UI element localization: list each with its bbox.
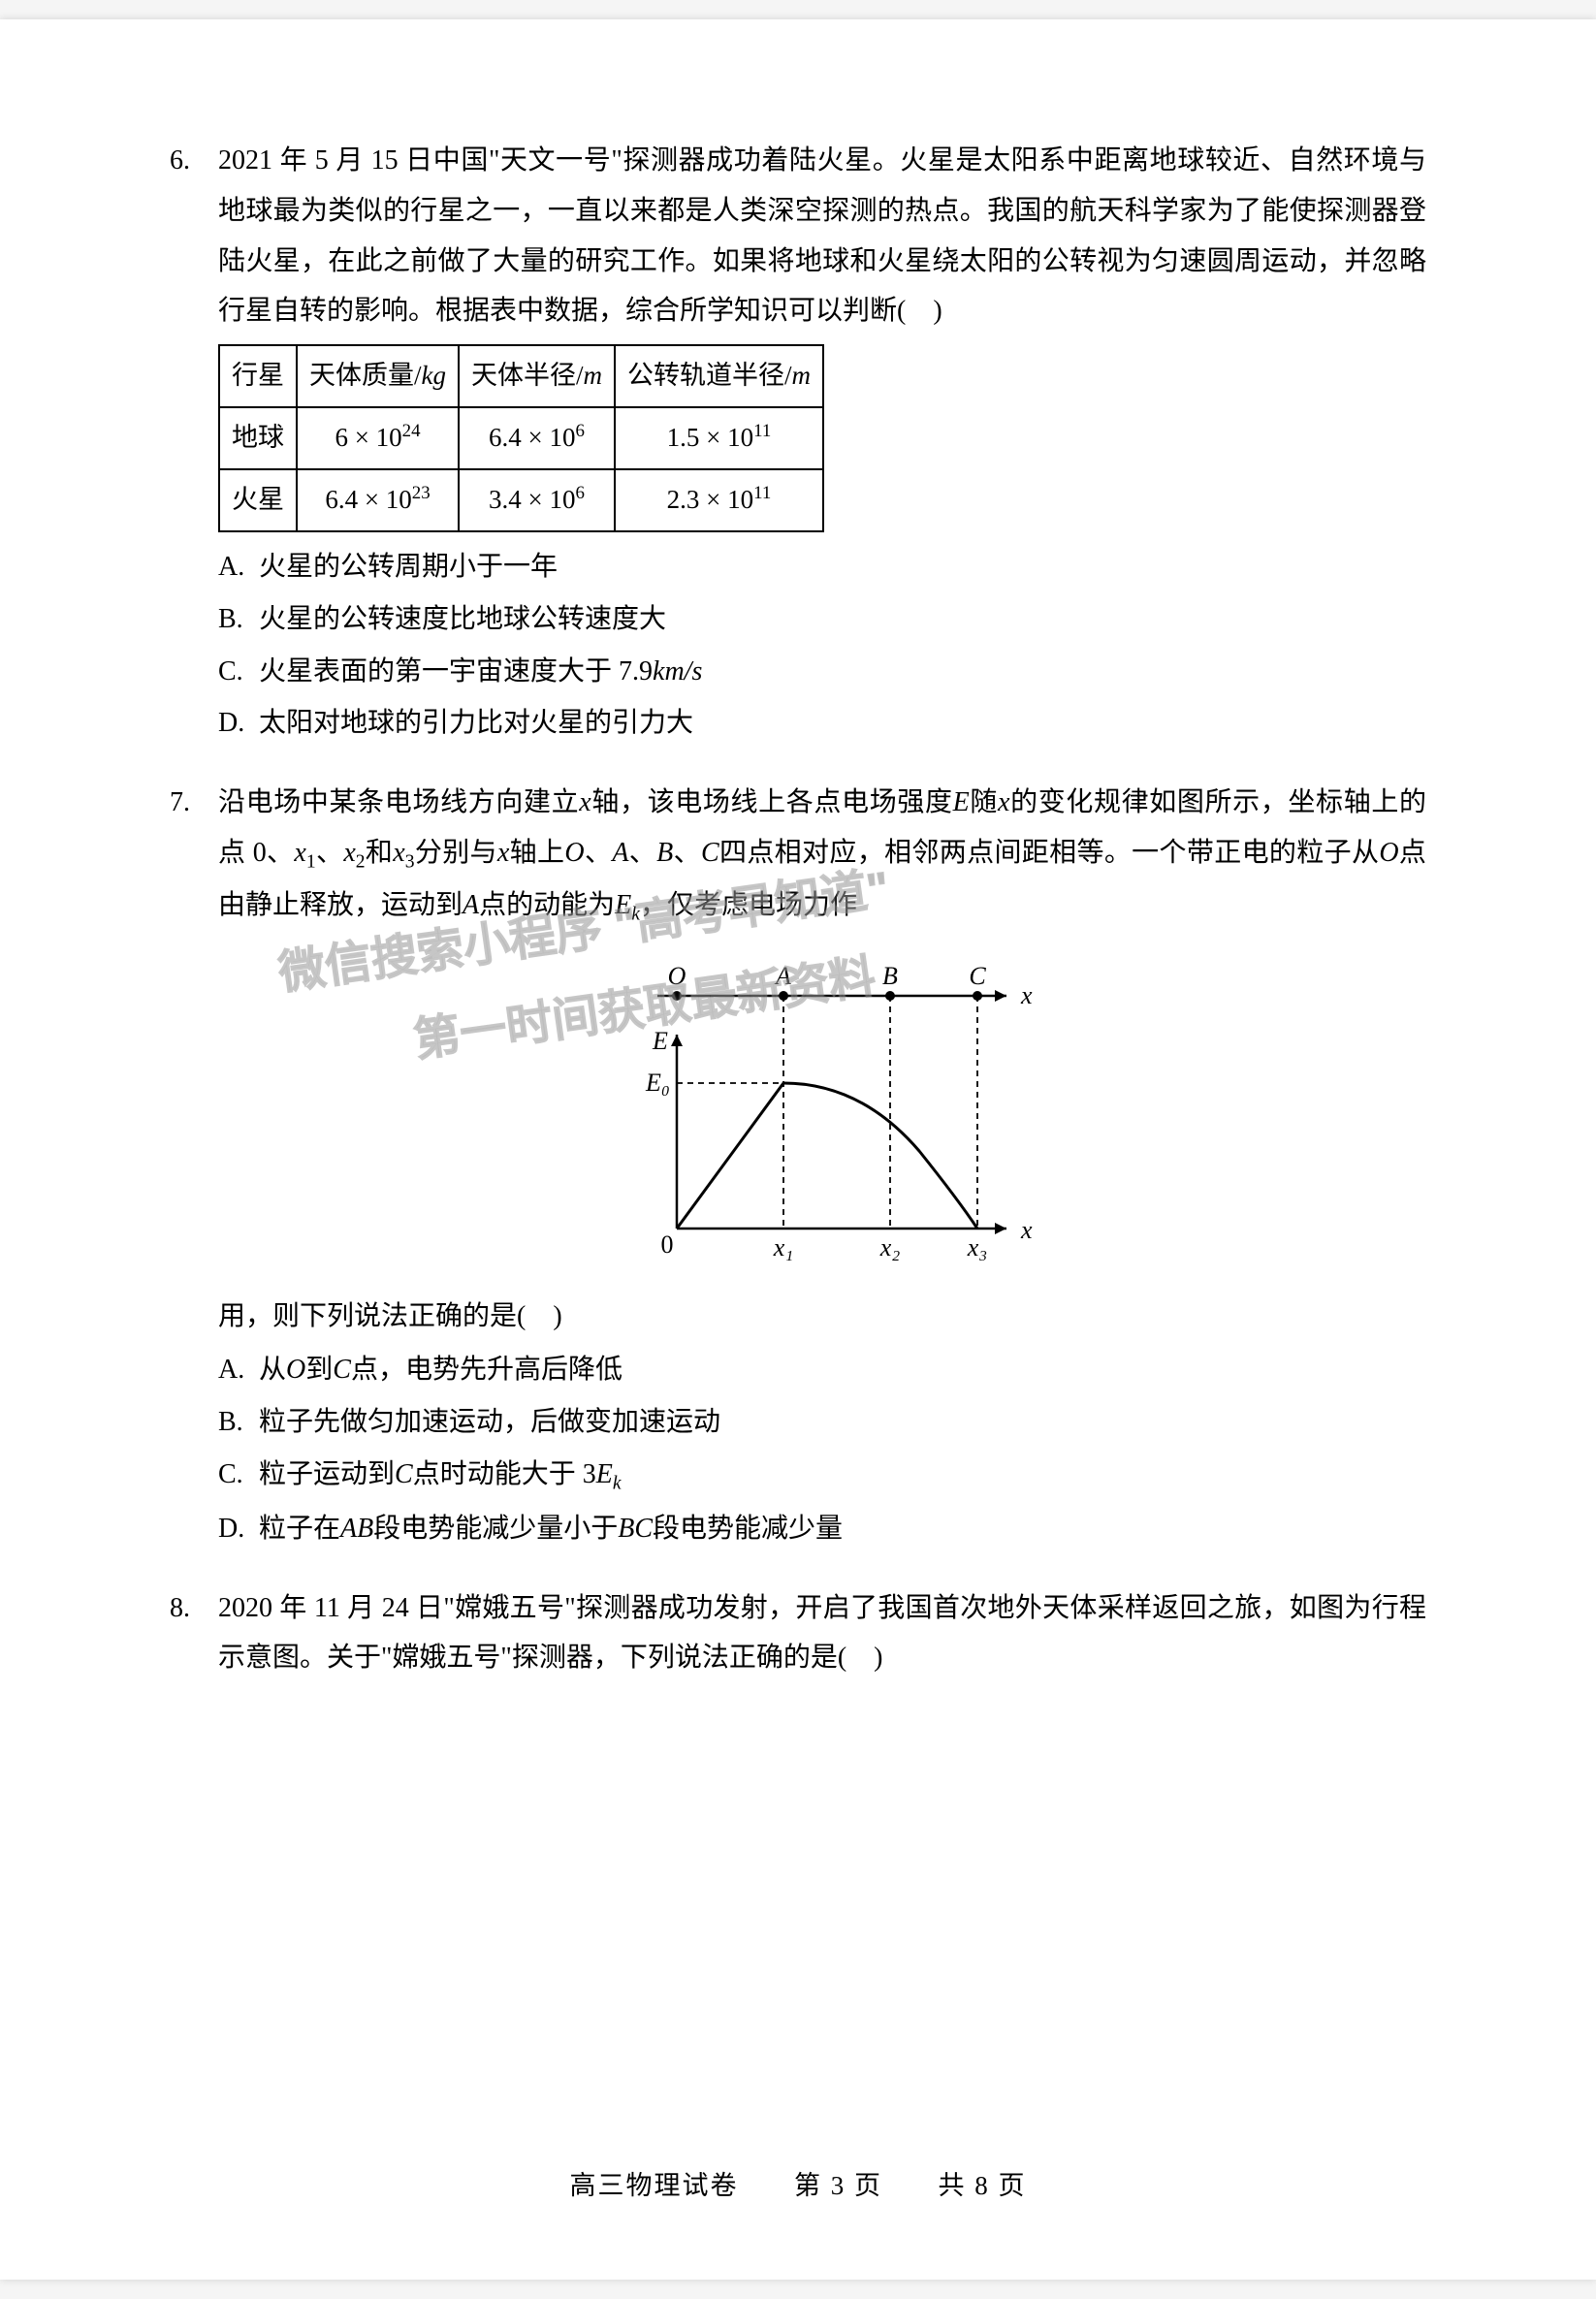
q6-option-c: C. 火星表面的第一宇宙速度大于 7.9km/s — [218, 647, 1426, 697]
svg-text:0: 0 — [661, 1230, 674, 1259]
question-8: 8. 2020 年 11 月 24 日"嫦娥五号"探测器成功发射，开启了我国首次… — [170, 1583, 1426, 1684]
page-footer: 高三物理试卷 第 3 页 共 8 页 — [0, 2164, 1596, 2202]
cell-earth-mass: 6 × 1024 — [297, 407, 459, 469]
q7-number: 7. — [170, 778, 218, 1555]
svg-text:C: C — [969, 962, 986, 990]
option-text: 粒子在AB段电势能减少量小于BC段电势能减少量 — [259, 1504, 843, 1554]
svg-text:x: x — [1020, 981, 1033, 1009]
cell-mars-radius: 3.4 × 106 — [459, 469, 615, 531]
cell-mars: 火星 — [219, 469, 297, 531]
option-text: 火星表面的第一宇宙速度大于 7.9km/s — [259, 647, 702, 697]
option-letter: D. — [218, 698, 259, 749]
q7-text-after: 用，则下列说法正确的是( ) — [218, 1292, 1426, 1342]
option-text: 粒子运动到C点时动能大于 3Ek — [259, 1450, 622, 1502]
cell-earth-radius: 6.4 × 106 — [459, 407, 615, 469]
physics-graph-svg: O A B C x E 0 x E₀ — [570, 957, 1074, 1277]
option-letter: B. — [218, 1397, 259, 1448]
q7-option-a: A. 从O到C点，电势先升高后降低 — [218, 1345, 1426, 1395]
svg-text:E₀: E₀ — [645, 1069, 670, 1097]
svg-text:x₂: x₂ — [879, 1233, 901, 1261]
cell-earth: 地球 — [219, 407, 297, 469]
th-mass: 天体质量/kg — [297, 345, 459, 407]
option-letter: B. — [218, 594, 259, 645]
q7-options: A. 从O到C点，电势先升高后降低 B. 粒子先做匀加速运动，后做变加速运动 C… — [218, 1345, 1426, 1553]
svg-text:x: x — [1020, 1216, 1033, 1244]
footer-title: 高三物理试卷 — [570, 2171, 739, 2200]
option-text: 火星的公转速度比地球公转速度大 — [259, 594, 666, 645]
footer-total: 共 8 页 — [939, 2171, 1027, 2200]
q6-option-d: D. 太阳对地球的引力比对火星的引力大 — [218, 698, 1426, 749]
table-row: 地球 6 × 1024 6.4 × 106 1.5 × 1011 — [219, 407, 823, 469]
exam-page: 6. 2021 年 5 月 15 日中国"天文一号"探测器成功着陆火星。火星是太… — [0, 19, 1596, 2280]
q7-diagram: 微信搜索小程序 "高考早知道" 第一时间获取最新资料 O A B C x — [218, 957, 1426, 1277]
svg-text:x₃: x₃ — [967, 1233, 988, 1261]
option-text: 粒子先做匀加速运动，后做变加速运动 — [259, 1397, 720, 1448]
cell-earth-orbit: 1.5 × 1011 — [615, 407, 823, 469]
svg-text:O: O — [668, 962, 686, 990]
q6-option-b: B. 火星的公转速度比地球公转速度大 — [218, 594, 1426, 645]
footer-page: 第 3 页 — [794, 2171, 882, 2200]
th-orbit: 公转轨道半径/m — [615, 345, 823, 407]
q6-text: 2021 年 5 月 15 日中国"天文一号"探测器成功着陆火星。火星是太阳系中… — [218, 136, 1426, 336]
q7-text-before: 沿电场中某条电场线方向建立x轴，该电场线上各点电场强度E随x的变化规律如图所示，… — [218, 778, 1426, 932]
q6-options: A. 火星的公转周期小于一年 B. 火星的公转速度比地球公转速度大 C. 火星表… — [218, 542, 1426, 749]
table-row: 火星 6.4 × 1023 3.4 × 106 2.3 × 1011 — [219, 469, 823, 531]
option-text: 火星的公转周期小于一年 — [259, 542, 558, 592]
cell-mars-mass: 6.4 × 1023 — [297, 469, 459, 531]
svg-text:A: A — [774, 962, 791, 990]
option-letter: C. — [218, 647, 259, 697]
question-6: 6. 2021 年 5 月 15 日中国"天文一号"探测器成功着陆火星。火星是太… — [170, 136, 1426, 750]
q7-option-b: B. 粒子先做匀加速运动，后做变加速运动 — [218, 1397, 1426, 1448]
svg-text:B: B — [882, 962, 898, 990]
q6-option-a: A. 火星的公转周期小于一年 — [218, 542, 1426, 592]
q8-text: 2020 年 11 月 24 日"嫦娥五号"探测器成功发射，开启了我国首次地外天… — [218, 1583, 1426, 1684]
q6-number: 6. — [170, 136, 218, 750]
option-text: 太阳对地球的引力比对火星的引力大 — [259, 698, 693, 749]
q6-body: 2021 年 5 月 15 日中国"天文一号"探测器成功着陆火星。火星是太阳系中… — [218, 136, 1426, 750]
q7-option-c: C. 粒子运动到C点时动能大于 3Ek — [218, 1450, 1426, 1502]
q7-body: 沿电场中某条电场线方向建立x轴，该电场线上各点电场强度E随x的变化规律如图所示，… — [218, 778, 1426, 1555]
q7-option-d: D. 粒子在AB段电势能减少量小于BC段电势能减少量 — [218, 1504, 1426, 1554]
th-planet: 行星 — [219, 345, 297, 407]
cell-mars-orbit: 2.3 × 1011 — [615, 469, 823, 531]
q6-table: 行星 天体质量/kg 天体半径/m 公转轨道半径/m 地球 6 × 1024 6… — [218, 344, 824, 532]
q8-number: 8. — [170, 1583, 218, 1684]
th-radius: 天体半径/m — [459, 345, 615, 407]
svg-text:E: E — [652, 1027, 668, 1055]
option-text: 从O到C点，电势先升高后降低 — [259, 1345, 622, 1395]
option-letter: D. — [218, 1504, 259, 1554]
option-letter: C. — [218, 1450, 259, 1502]
svg-text:x₁: x₁ — [773, 1233, 794, 1261]
table-header-row: 行星 天体质量/kg 天体半径/m 公转轨道半径/m — [219, 345, 823, 407]
option-letter: A. — [218, 542, 259, 592]
question-7: 7. 沿电场中某条电场线方向建立x轴，该电场线上各点电场强度E随x的变化规律如图… — [170, 778, 1426, 1555]
option-letter: A. — [218, 1345, 259, 1395]
q8-body: 2020 年 11 月 24 日"嫦娥五号"探测器成功发射，开启了我国首次地外天… — [218, 1583, 1426, 1684]
